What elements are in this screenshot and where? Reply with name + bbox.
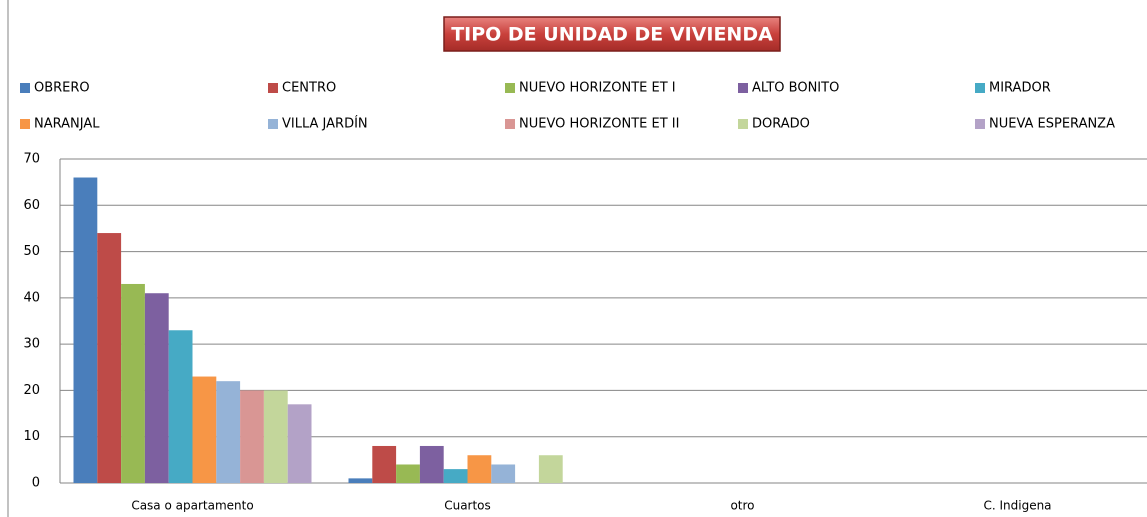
legend-swatch (975, 119, 985, 129)
legend-label: MIRADOR (989, 81, 1051, 96)
bar (192, 376, 217, 483)
legend-label: VILLA JARDÍN (282, 116, 368, 132)
bar (121, 283, 145, 483)
legend-swatch (975, 83, 985, 93)
bar (240, 390, 264, 483)
bar (467, 455, 492, 483)
x-tick-label: otro (730, 499, 754, 513)
y-tick-label: 10 (23, 429, 40, 444)
legend-label: ALTO BONITO (752, 81, 839, 96)
legend-swatch (268, 119, 278, 129)
y-tick-label: 20 (23, 383, 40, 398)
y-tick-label: 50 (23, 244, 40, 259)
y-tick-label: 70 (23, 152, 40, 167)
legend-label: NARANJAL (34, 117, 100, 132)
bar (168, 330, 193, 483)
legend-swatch (268, 83, 278, 93)
y-tick-label: 40 (23, 290, 40, 305)
bar (287, 404, 312, 483)
bar (396, 464, 420, 483)
legend-label: CENTRO (282, 81, 336, 96)
title-box (443, 16, 781, 52)
bar (372, 445, 397, 483)
y-tick-label: 30 (23, 337, 40, 352)
legend-swatch (20, 83, 30, 93)
legend-label: DORADO (752, 117, 810, 132)
bar (491, 464, 516, 483)
x-tick-label: Cuartos (444, 499, 491, 513)
x-tick-label: Casa o apartamento (131, 499, 253, 513)
legend-swatch (20, 119, 30, 129)
bar (538, 455, 563, 483)
bar (216, 381, 241, 483)
y-tick-label: 60 (23, 198, 40, 213)
bar (419, 445, 444, 483)
bar (144, 293, 169, 483)
legend-swatch (505, 119, 515, 129)
x-tick-label: C. Indigena (983, 499, 1051, 513)
bar (97, 233, 122, 483)
y-tick-label: 0 (32, 476, 40, 491)
bar (348, 478, 373, 483)
chart-title: TIPO DE UNIDAD DE VIVIENDA (451, 24, 773, 46)
legend-label: NUEVO HORIZONTE ET I (519, 81, 676, 96)
legend-label: OBRERO (34, 81, 90, 96)
bar (73, 177, 98, 483)
bar (443, 469, 468, 483)
legend-swatch (505, 83, 515, 93)
legend-label: NUEVO HORIZONTE ET II (519, 117, 679, 132)
legend-swatch (738, 83, 748, 93)
legend-swatch (738, 119, 748, 129)
legend-label: NUEVA ESPERANZA (989, 117, 1115, 132)
bar (263, 390, 288, 483)
